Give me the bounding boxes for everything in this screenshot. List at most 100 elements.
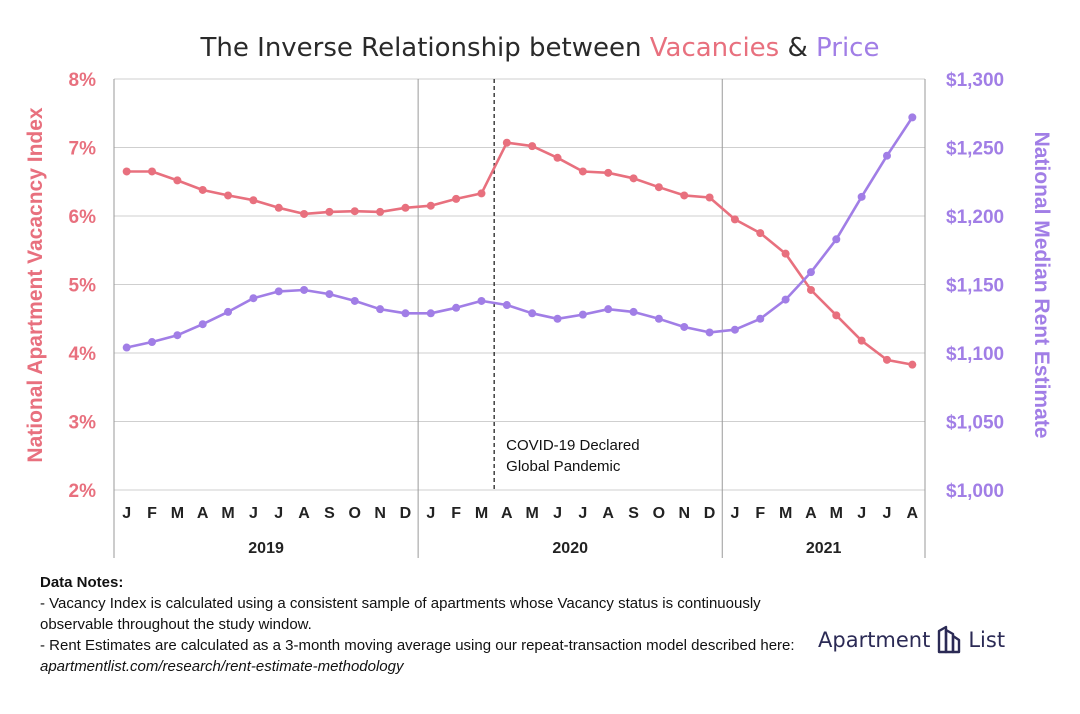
apartment-list-logo: Apartment List [818, 622, 1005, 658]
price-point [274, 287, 283, 296]
series-vacancy [122, 138, 917, 369]
price-point [629, 307, 638, 316]
right-tick-label: $1,150 [946, 276, 1004, 297]
x-tick-label: M [475, 505, 488, 522]
vacancy-point [274, 203, 283, 212]
x-tick-label: A [501, 505, 513, 522]
left-axis-label: National Apartment Vacacncy Index [24, 107, 47, 462]
x-tick-label: J [578, 505, 587, 522]
vacancy-point [806, 285, 815, 294]
x-tick-label: A [298, 505, 310, 522]
price-point [198, 320, 207, 329]
left-tick-label: 6% [69, 207, 97, 228]
vacancy-point [122, 167, 131, 176]
x-tick-label: A [907, 505, 919, 522]
vacancy-point [553, 153, 562, 162]
price-point [502, 301, 511, 310]
building-icon [938, 625, 961, 654]
left-tick-label: 3% [69, 413, 97, 434]
x-tick-label: N [374, 505, 386, 522]
vacancy-point [148, 167, 157, 176]
x-tick-label: F [451, 505, 461, 522]
x-tick-label: J [730, 505, 739, 522]
x-tick-label: J [274, 505, 283, 522]
price-point [604, 305, 613, 314]
annotation-line-1: COVID-19 Declared [506, 437, 639, 454]
year-label: 2019 [248, 540, 284, 557]
vacancy-point [756, 229, 765, 238]
vacancy-point [502, 138, 511, 147]
x-tick-label: J [883, 505, 892, 522]
right-tick-label: $1,250 [946, 139, 1004, 160]
price-point [426, 309, 435, 318]
data-note-rent: - Rent Estimates are calculated as a 3-m… [40, 635, 820, 677]
annotation-line-2: Global Pandemic [506, 458, 621, 475]
data-notes: Data Notes: - Vacancy Index is calculate… [40, 572, 820, 677]
price-point [832, 235, 841, 244]
x-tick-label: N [678, 505, 690, 522]
x-tick-label: S [628, 505, 639, 522]
vacancy-point [401, 203, 410, 212]
price-point [477, 296, 486, 305]
price-point [300, 285, 309, 294]
x-tick-label: M [526, 505, 539, 522]
x-tick-label: M [779, 505, 792, 522]
left-tick-label: 8% [69, 70, 97, 91]
vacancy-point [477, 189, 486, 198]
title-vacancies: Vacancies [650, 33, 779, 63]
price-point [857, 192, 866, 201]
x-tick-label: D [400, 505, 412, 522]
left-tick-label: 2% [69, 481, 97, 502]
vacancy-point [781, 249, 790, 258]
grid [113, 78, 926, 558]
vacancy-point [325, 207, 334, 216]
vacancy-point [604, 168, 613, 177]
pandemic-annotation: COVID-19 Declared Global Pandemic [493, 79, 640, 490]
price-point [654, 314, 663, 323]
price-point [730, 325, 739, 334]
x-tick-label: A [197, 505, 209, 522]
x-tick-label: J [426, 505, 435, 522]
x-tick-label: A [602, 505, 614, 522]
price-point [806, 268, 815, 277]
x-tick-label: O [349, 505, 361, 522]
vacancy-line [126, 141, 913, 366]
price-point [908, 113, 917, 122]
vacancy-point [528, 142, 537, 151]
vacancy-point [249, 196, 258, 205]
right-axis-ticks: $1,000 $1,050 $1,100 $1,150 $1,200 $1,250 $1,3… [946, 70, 1004, 502]
vacancy-point [350, 207, 359, 216]
price-point [578, 310, 587, 319]
title-ampersand: & [779, 33, 816, 63]
vacancy-point [300, 209, 309, 218]
left-tick-label: 4% [69, 344, 97, 365]
left-tick-label: 5% [69, 276, 97, 297]
left-axis-ticks: 2% 3% 4% 5% 6% 7% 8% [69, 70, 97, 502]
year-label: 2020 [552, 540, 588, 557]
vacancy-point [629, 174, 638, 183]
vacancy-point [705, 193, 714, 202]
vacancy-point [452, 194, 461, 203]
right-tick-label: $1,050 [946, 413, 1004, 434]
price-point [350, 296, 359, 305]
vacancy-point [654, 183, 663, 192]
x-tick-label: M [221, 505, 234, 522]
logo-word-list: List [968, 628, 1006, 652]
x-tick-label: D [704, 505, 716, 522]
title-part-1: The Inverse Relationship between [200, 33, 650, 63]
right-tick-label: $1,000 [946, 481, 1004, 502]
year-label: 2021 [806, 540, 842, 557]
vacancy-point [426, 201, 435, 210]
price-point [553, 314, 562, 323]
chart-title: The Inverse Relationship between Vacanci… [200, 33, 880, 63]
x-tick-label: F [755, 505, 765, 522]
price-point [173, 331, 182, 340]
left-tick-label: 7% [69, 139, 97, 160]
methodology-link[interactable]: apartmentlist.com/research/rent-estimate… [40, 658, 404, 675]
vacancy-point [832, 311, 841, 320]
price-point [148, 338, 157, 347]
title-price: Price [816, 33, 879, 63]
price-point [680, 322, 689, 331]
